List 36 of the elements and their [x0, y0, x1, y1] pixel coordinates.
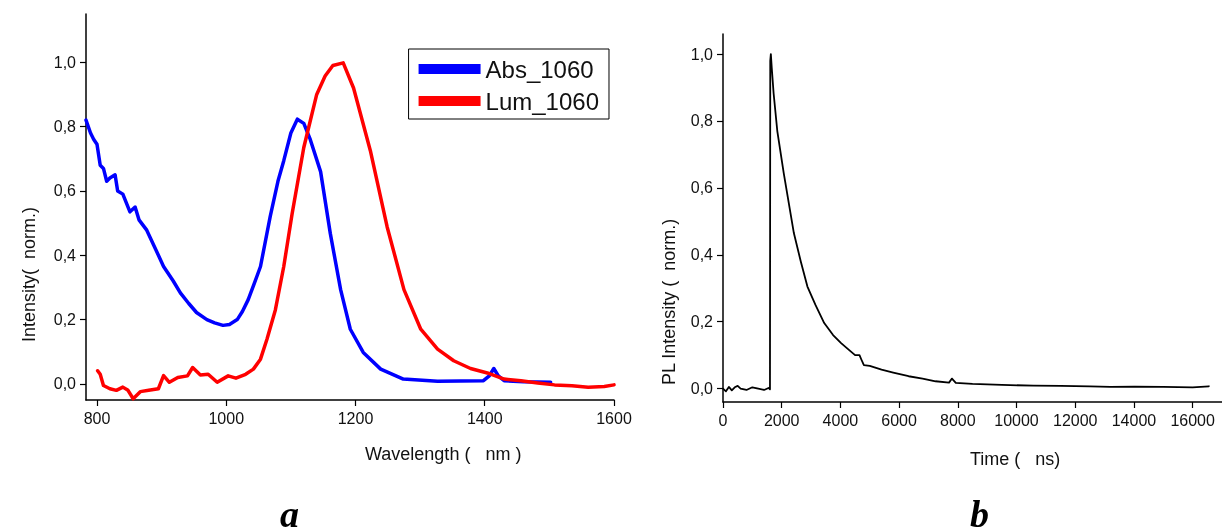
y-tick-label: 0,0	[690, 380, 714, 398]
legend-label: Lum_1060	[485, 87, 600, 115]
x-axis-title: Time ( ns)	[970, 449, 1061, 469]
y-tick-label: 0,2	[53, 311, 77, 329]
y-tick-label: 0,6	[53, 182, 77, 200]
y-tick-label: 1,0	[690, 45, 714, 63]
y-tick-label: 0,2	[690, 313, 714, 331]
x-tick-label: 10000	[994, 411, 1039, 429]
y-tick-label: 0,0	[53, 375, 77, 393]
x-tick-label: 8000	[940, 411, 976, 429]
x-axis-title: Wavelength ( nm )	[365, 444, 522, 464]
x-tick-label: 2000	[763, 411, 800, 429]
text: b	[970, 493, 989, 529]
legend-label: Abs_1060	[485, 55, 594, 83]
y-tick-label: 0,8	[53, 118, 77, 136]
line-series	[84, 117, 553, 385]
y-axis-title: Intensity( norm.)	[19, 206, 39, 343]
x-tick-label: 16000	[1170, 411, 1215, 429]
y-tick-label: 0,6	[690, 179, 714, 197]
y-tick-label: 1,0	[53, 53, 77, 71]
x-tick-label: 12000	[1052, 411, 1098, 429]
x-tick-label: 4000	[822, 411, 859, 429]
x-tick-label: 800	[83, 409, 111, 427]
y-tick-label: 0,4	[53, 246, 77, 264]
x-tick-label: 14000	[1111, 411, 1157, 429]
text: a	[280, 493, 299, 529]
y-tick-label: 0,4	[690, 246, 714, 264]
y-axis-title: PL Intensity ( norm.)	[659, 218, 679, 386]
line-series	[95, 61, 616, 401]
y-tick-label: 0,8	[690, 112, 714, 130]
x-tick-label: 0	[718, 411, 728, 429]
x-tick-label: 1400	[466, 409, 503, 427]
x-tick-label: 1200	[337, 409, 374, 427]
x-tick-label: 1000	[208, 409, 245, 427]
x-tick-label: 6000	[881, 411, 918, 429]
x-tick-label: 1600	[596, 409, 632, 427]
